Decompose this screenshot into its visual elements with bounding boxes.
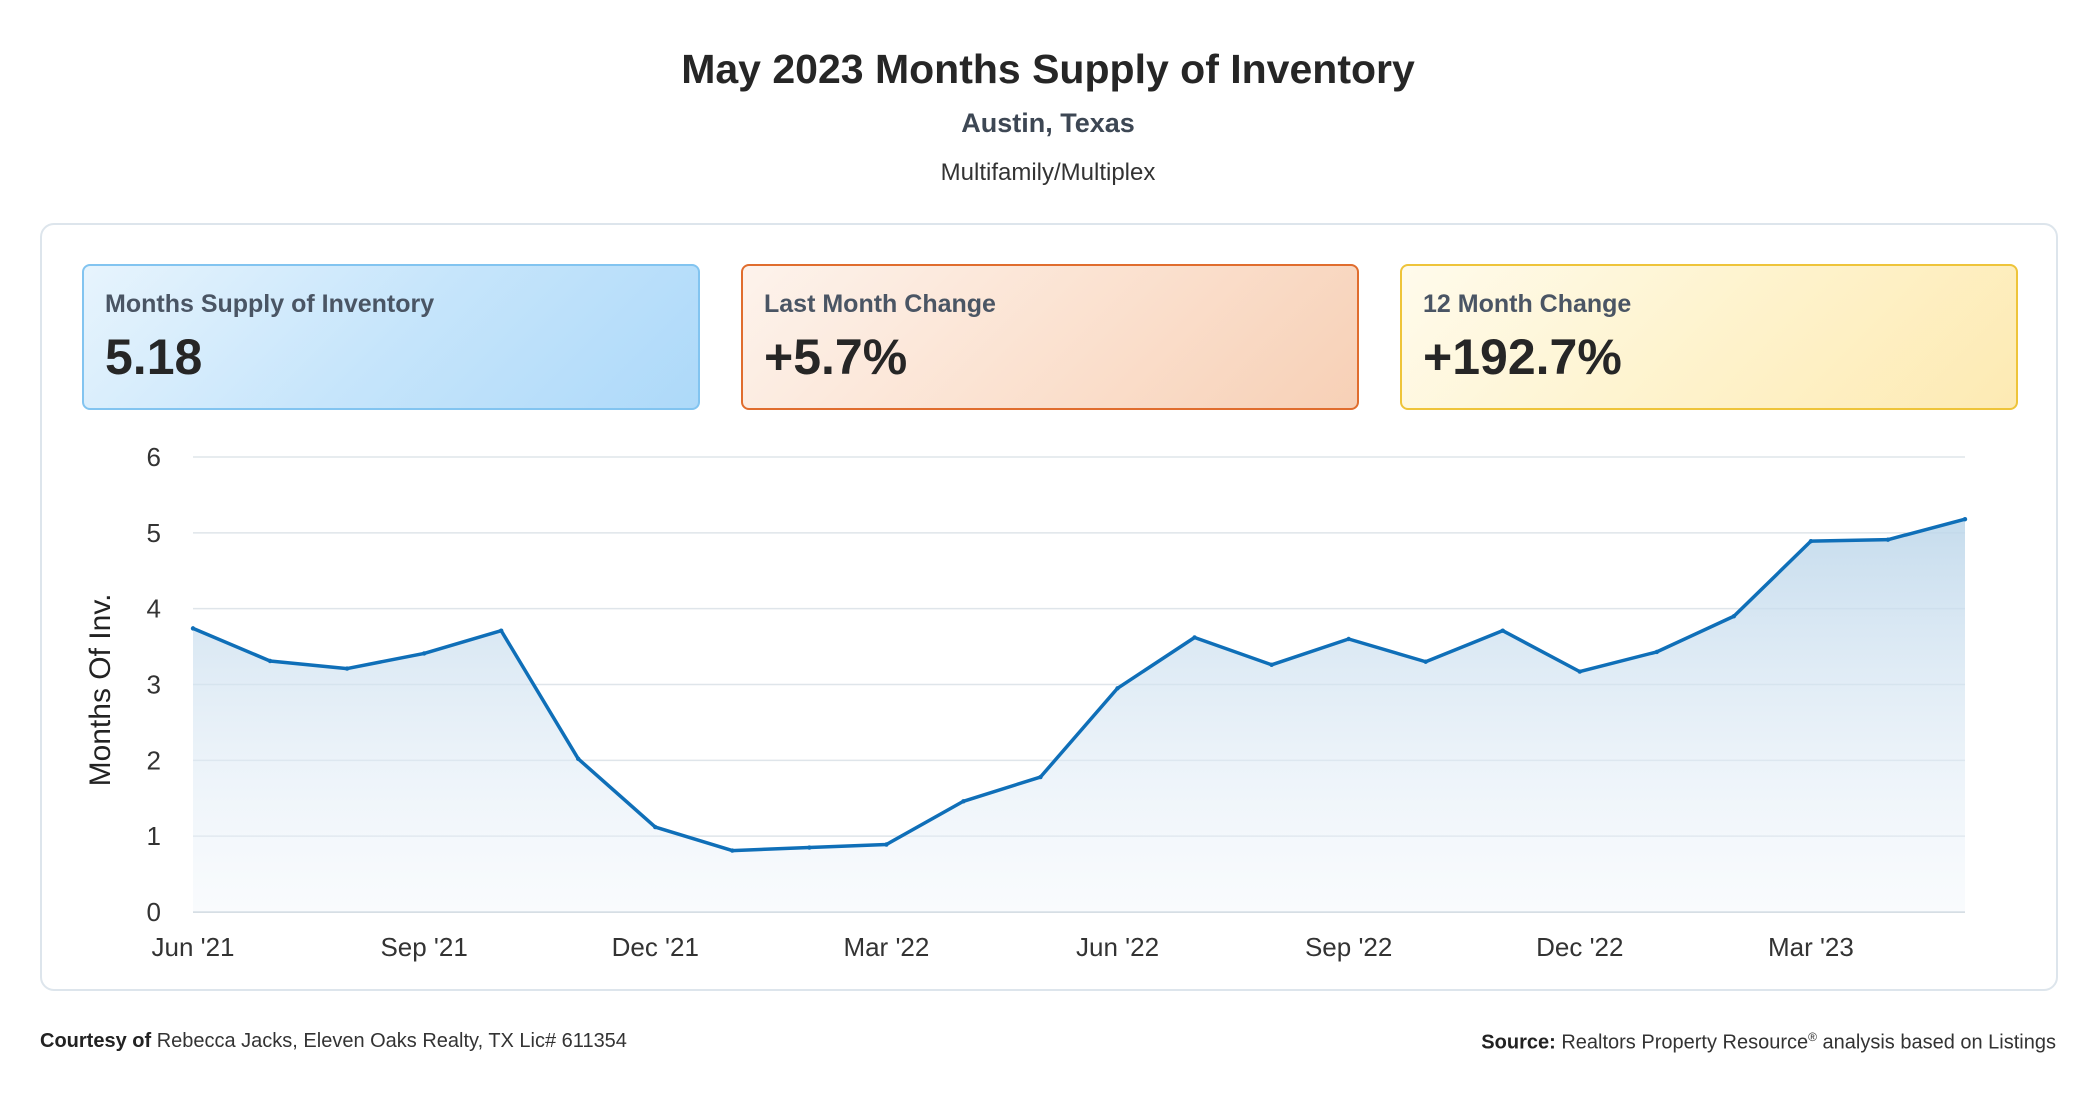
registered-mark: ®	[1808, 1030, 1817, 1044]
x-tick-label: Jun '22	[1076, 932, 1159, 962]
data-point	[1038, 774, 1043, 780]
kpi-card-12-month-change: 12 Month Change +192.7%	[1400, 264, 2018, 410]
data-point	[730, 848, 735, 853]
x-tick-label: Dec '21	[612, 932, 699, 962]
data-point	[884, 842, 889, 847]
courtesy-label: Courtesy of	[40, 1030, 152, 1052]
location-subtitle: Austin, Texas	[961, 108, 1135, 138]
series-line	[192, 517, 1966, 853]
data-point	[190, 626, 196, 631]
data-point	[653, 824, 658, 830]
y-tick-label: 0	[147, 897, 161, 927]
kpi-card-last-month-change: Last Month Change +5.7%	[741, 264, 1359, 410]
kpi-card-months-supply: Months Supply of Inventory 5.18	[82, 264, 700, 410]
data-point	[1577, 669, 1582, 674]
data-point	[1192, 635, 1197, 640]
source-suffix: analysis based on Listings	[1822, 1031, 2056, 1054]
kpi-value: +192.7%	[1423, 329, 1622, 385]
data-points	[190, 516, 1968, 853]
data-point	[1346, 636, 1351, 642]
footer-source: Source: Realtors Property Resource® anal…	[1481, 1030, 2056, 1055]
source-text: Realtors Property Resource	[1561, 1031, 1809, 1054]
data-point	[344, 666, 350, 671]
x-tick-label: Jun '21	[151, 932, 234, 962]
data-point	[1885, 537, 1891, 542]
x-axis-ticks: Jun '21 Sep '21 Dec '21 Mar '22 Jun '22 Sep '…	[151, 932, 1853, 962]
footer-courtesy: Courtesy of Rebecca Jacks, Eleven Oaks R…	[40, 1030, 627, 1053]
area-layer	[192, 517, 1966, 912]
data-point	[498, 628, 504, 633]
data-point	[1500, 628, 1505, 633]
y-axis-label: Months Of Inv.	[84, 594, 117, 787]
y-tick-label: 6	[147, 442, 161, 472]
y-tick-label: 4	[147, 594, 161, 624]
x-tick-label: Mar '22	[843, 932, 929, 962]
kpi-label: Months Supply of Inventory	[105, 290, 435, 318]
kpi-label: Last Month Change	[764, 290, 996, 318]
data-point	[1808, 538, 1814, 544]
data-point	[807, 845, 812, 850]
data-point	[1731, 614, 1737, 619]
y-tick-label: 1	[147, 821, 161, 851]
data-point	[1654, 649, 1660, 655]
y-tick-label: 3	[147, 670, 161, 700]
data-point	[1962, 516, 1968, 522]
data-point	[421, 651, 427, 656]
x-tick-label: Mar '23	[1768, 932, 1854, 962]
data-point	[1115, 686, 1120, 691]
source-label: Source:	[1481, 1031, 1556, 1054]
property-type: Multifamily/Multiplex	[940, 159, 1156, 186]
data-point	[1423, 659, 1428, 664]
courtesy-text: Rebecca Jacks, Eleven Oaks Realty, TX Li…	[156, 1030, 627, 1052]
data-point	[576, 756, 581, 762]
page-title: May 2023 Months Supply of Inventory	[681, 46, 1415, 92]
series-area	[193, 519, 1965, 912]
kpi-value: 5.18	[105, 329, 203, 385]
data-point	[961, 799, 966, 804]
data-point	[1269, 662, 1274, 667]
x-tick-label: Sep '22	[1305, 932, 1392, 962]
kpi-value: +5.7%	[764, 329, 908, 385]
data-point	[267, 658, 273, 664]
y-tick-label: 5	[147, 518, 161, 548]
y-axis-ticks: 0 1 2 3 4 5 6	[147, 442, 161, 927]
kpi-label: 12 Month Change	[1423, 290, 1632, 318]
x-tick-label: Sep '21	[380, 932, 467, 962]
y-tick-label: 2	[147, 745, 161, 775]
x-tick-label: Dec '22	[1536, 932, 1623, 962]
